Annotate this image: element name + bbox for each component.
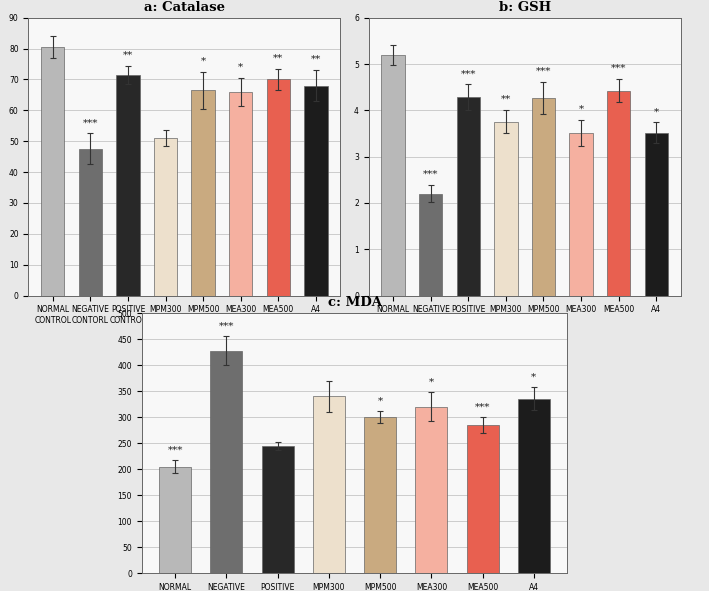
Bar	[569, 132, 593, 296]
Bar	[79, 149, 102, 296]
Bar	[467, 425, 498, 573]
Bar	[154, 138, 177, 296]
Title: b: GSH: b: GSH	[498, 1, 551, 14]
Text: **: **	[311, 55, 321, 64]
Bar	[304, 86, 328, 296]
Title: c: MDA: c: MDA	[328, 296, 381, 309]
Bar	[419, 194, 442, 296]
Text: ***: ***	[461, 69, 476, 78]
Bar	[267, 79, 290, 296]
Text: ***: ***	[536, 67, 551, 76]
Bar	[518, 398, 549, 573]
Text: ***: ***	[611, 64, 626, 73]
Text: *: *	[429, 378, 434, 387]
Text: *: *	[201, 57, 206, 66]
Text: *: *	[238, 63, 243, 72]
Bar	[607, 91, 630, 296]
Bar	[532, 98, 555, 296]
Text: ***: ***	[167, 446, 183, 454]
Text: **: **	[123, 50, 133, 60]
Text: ***: ***	[83, 118, 98, 127]
Bar	[160, 467, 191, 573]
Bar	[494, 122, 518, 296]
Text: ***: ***	[423, 170, 438, 179]
Text: ***: ***	[218, 322, 234, 330]
Title: a: Catalase: a: Catalase	[144, 1, 225, 14]
Bar	[313, 397, 345, 573]
Bar	[415, 407, 447, 573]
Bar	[211, 350, 242, 573]
Bar	[191, 90, 215, 296]
Bar	[229, 92, 252, 296]
Bar	[644, 132, 668, 296]
Text: ***: ***	[475, 402, 491, 411]
Bar	[116, 75, 140, 296]
Bar	[41, 47, 65, 296]
Text: *: *	[531, 372, 537, 381]
Text: *: *	[378, 397, 383, 405]
Bar	[364, 417, 396, 573]
Text: **: **	[501, 95, 511, 104]
Bar	[457, 98, 480, 296]
Text: *: *	[579, 105, 584, 113]
Text: *: *	[654, 107, 659, 116]
Bar	[262, 446, 294, 573]
Bar	[381, 55, 405, 296]
Text: **: **	[273, 54, 284, 63]
